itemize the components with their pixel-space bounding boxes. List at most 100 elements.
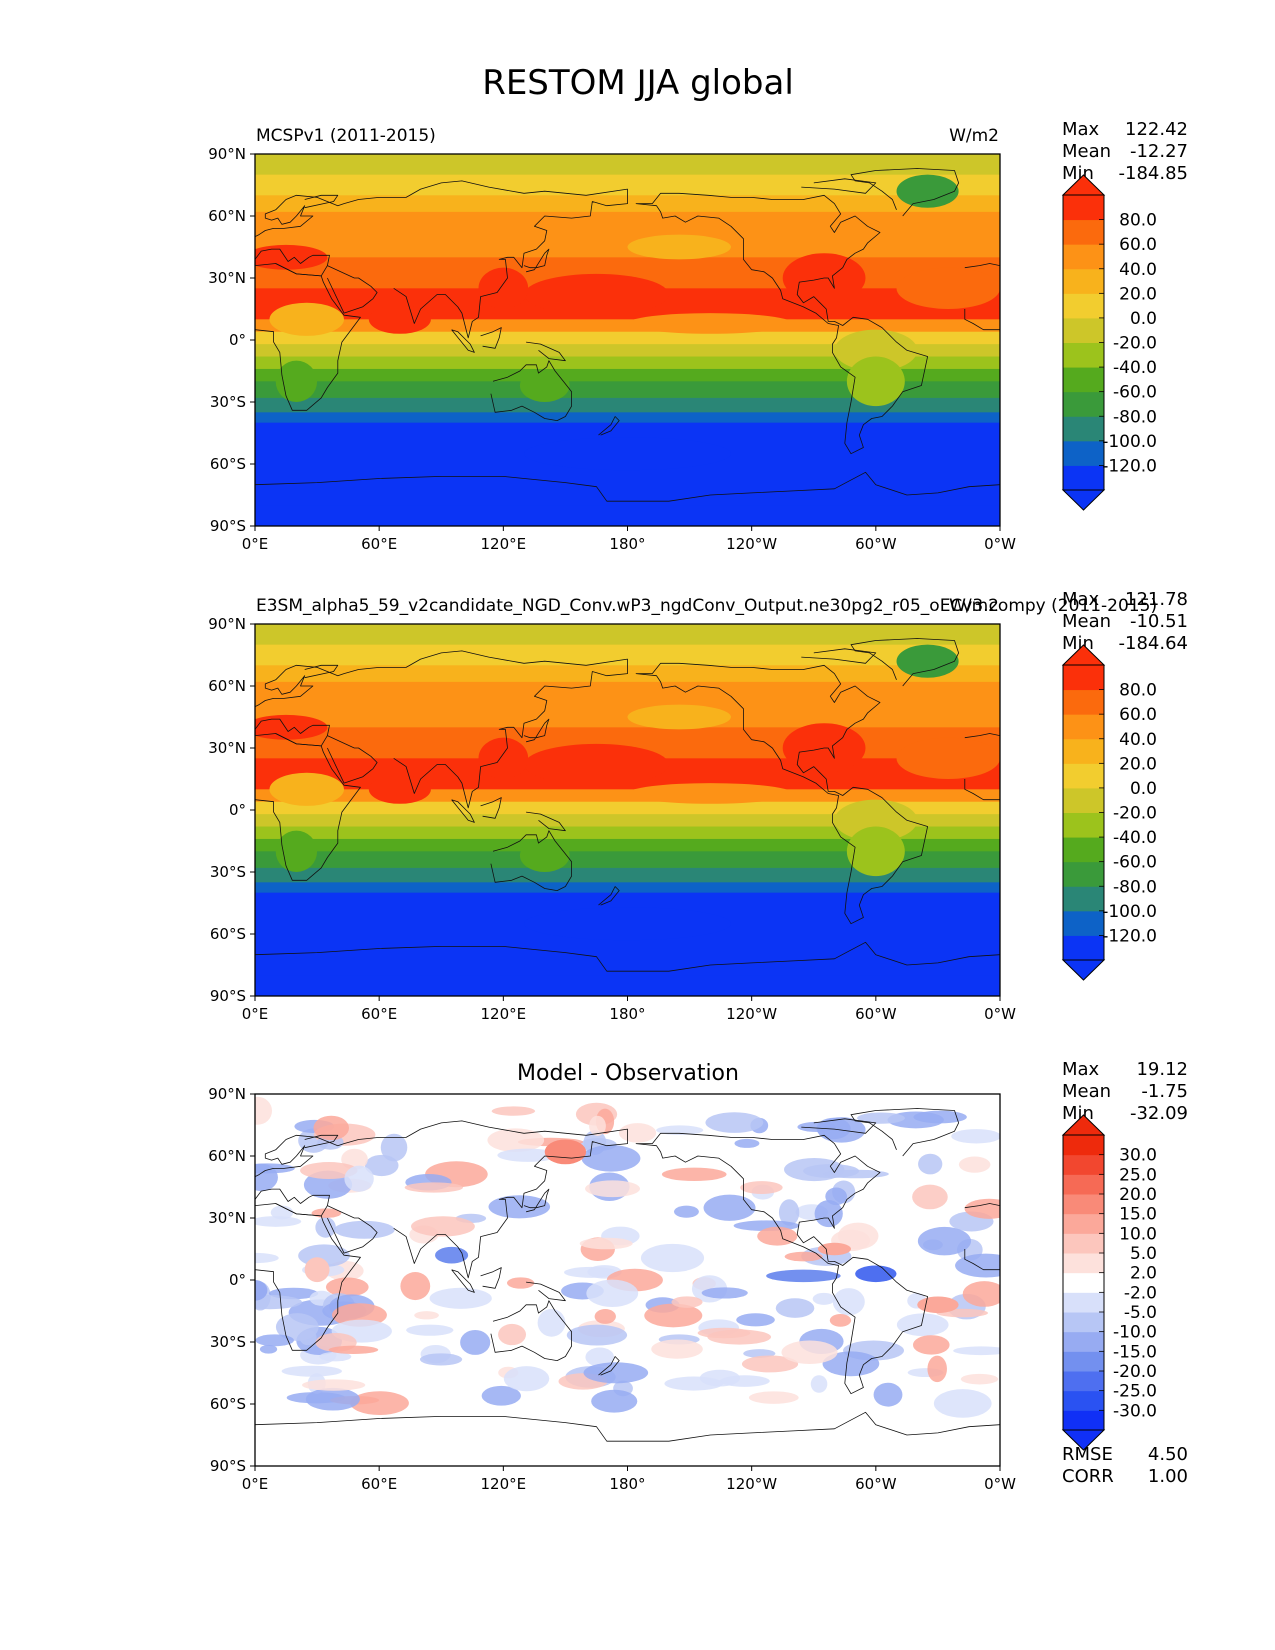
field-feature: [834, 329, 918, 372]
anomaly-patch: [301, 1379, 366, 1391]
anomaly-patch: [270, 1205, 294, 1220]
coastline: [598, 886, 620, 906]
anomaly-patch: [594, 1309, 616, 1324]
anomaly-patch: [488, 1195, 551, 1219]
anomaly-patch: [962, 1281, 1000, 1307]
stat-corr-value: 1.00: [1148, 1466, 1188, 1487]
field-feature: [269, 772, 344, 806]
colorbar: 30.025.020.015.010.05.02.0-2.0-5.0-10.0-…: [1061, 1114, 1157, 1451]
colorbar-tick-label: 40.0: [1119, 260, 1157, 280]
anomaly-patch: [741, 1355, 799, 1373]
colorbar-swatch: [1063, 689, 1104, 715]
y-tick-label: 90°S: [210, 987, 246, 1005]
y-tick-label: 0°: [229, 1271, 246, 1289]
y-tick-label: 30°S: [210, 1333, 246, 1351]
colorbar-swatch: [1063, 195, 1104, 221]
anomaly-patch: [701, 1287, 748, 1299]
field-band: [255, 851, 1000, 869]
field-feature: [846, 826, 905, 877]
field-band: [255, 232, 1000, 258]
field-feature: [896, 644, 959, 678]
colorbar-tick-label: -80.0: [1113, 407, 1157, 427]
anomaly-patch: [380, 1133, 408, 1162]
coastline: [255, 941, 1000, 972]
colorbar-swatch: [1063, 1351, 1104, 1372]
field-band: [255, 505, 1000, 526]
colorbar: 80.0 60.0 40.0 20.0 0.0 -20.0 -40.0 -60.0 -80.0 -…: [1061, 644, 1157, 981]
colorbar-tick-label: -40.0: [1113, 358, 1157, 378]
y-tick-label: 0°: [229, 801, 246, 819]
anomaly-patch: [781, 1340, 838, 1364]
x-tick-label: 120°W: [726, 1005, 777, 1023]
anomaly-patch: [305, 1387, 360, 1411]
stat-mean-label: Mean: [1062, 611, 1111, 632]
field-feature: [627, 234, 731, 260]
colorbar-swatch: [1063, 1272, 1104, 1293]
stat-max-label: Max: [1062, 1059, 1100, 1080]
field-feature: [834, 799, 918, 841]
field-band: [255, 154, 1000, 176]
anomaly-patch: [960, 1373, 999, 1385]
field-feature: [368, 304, 431, 334]
colorbar-swatch: [1063, 1253, 1104, 1274]
coastline: [801, 648, 877, 664]
field-band: [255, 644, 1000, 666]
colorbar-tick-label: -20.0: [1113, 334, 1157, 354]
x-tick-label: 120°E: [481, 1005, 527, 1023]
x-tick-label: 180°: [609, 1475, 645, 1493]
field-band: [255, 882, 1000, 894]
field-feature: [627, 783, 794, 804]
y-tick-label: 60°N: [208, 207, 246, 225]
colorbar-tick-label: -15.0: [1113, 1342, 1157, 1362]
colorbar-swatch: [1063, 268, 1104, 294]
anomaly-patch: [778, 1199, 800, 1226]
x-tick-label: 0°W: [984, 535, 1016, 553]
colorbar-swatch: [1063, 714, 1104, 740]
coastline: [451, 1269, 475, 1293]
field-band: [255, 624, 1000, 646]
x-tick-label: 60°E: [361, 535, 397, 553]
colorbar-tick-label: 80.0: [1119, 681, 1157, 701]
stat-mean-value: -12.27: [1130, 141, 1188, 162]
colorbar-swatch: [1063, 763, 1104, 789]
anomaly-patch: [497, 1148, 559, 1162]
anomaly-patch: [255, 1280, 268, 1301]
field-feature: [524, 273, 669, 316]
coastline: [850, 1108, 959, 1157]
anomaly-patch: [707, 1329, 772, 1345]
coastline: [304, 1134, 339, 1149]
colorbar-tick-label: -30.0: [1113, 1401, 1157, 1421]
field-feature: [896, 267, 1000, 309]
anomaly-patch: [917, 1226, 971, 1256]
anomaly-patch: [913, 1110, 967, 1124]
stat-max-value: 121.78: [1125, 589, 1188, 610]
field-feature: [519, 368, 570, 402]
colorbar-tick-label: -100.0: [1102, 902, 1157, 922]
field-band: [255, 975, 1000, 996]
field-feature: [478, 737, 529, 779]
anomaly-patch: [803, 1164, 860, 1179]
colorbar-swatch: [1063, 910, 1104, 936]
anomaly-patch: [832, 1288, 865, 1316]
stat-mean-label: Mean: [1062, 141, 1111, 162]
coastline: [523, 718, 550, 743]
field-band: [255, 319, 1000, 333]
colorbar-tick-label: 20.0: [1119, 1185, 1157, 1205]
y-tick-label: 30°N: [208, 1209, 246, 1227]
anomaly-patch: [912, 1184, 948, 1210]
coastline: [304, 194, 339, 209]
colorbar-swatch: [1063, 1154, 1104, 1175]
field-band: [255, 801, 1000, 815]
coastline: [304, 664, 339, 679]
x-tick-label: 0°E: [242, 1475, 269, 1493]
colorbar-swatch: [1063, 837, 1104, 863]
y-tick-label: 60°S: [210, 925, 246, 943]
colorbar-tick-label: -5.0: [1124, 1303, 1157, 1323]
colorbar-swatch: [1063, 861, 1104, 887]
x-tick-label: 120°W: [726, 535, 777, 553]
anomaly-patch: [964, 1198, 1000, 1219]
colorbar-swatch: [1063, 391, 1104, 417]
coastline: [255, 1203, 361, 1351]
anomaly-patch: [873, 1382, 903, 1407]
